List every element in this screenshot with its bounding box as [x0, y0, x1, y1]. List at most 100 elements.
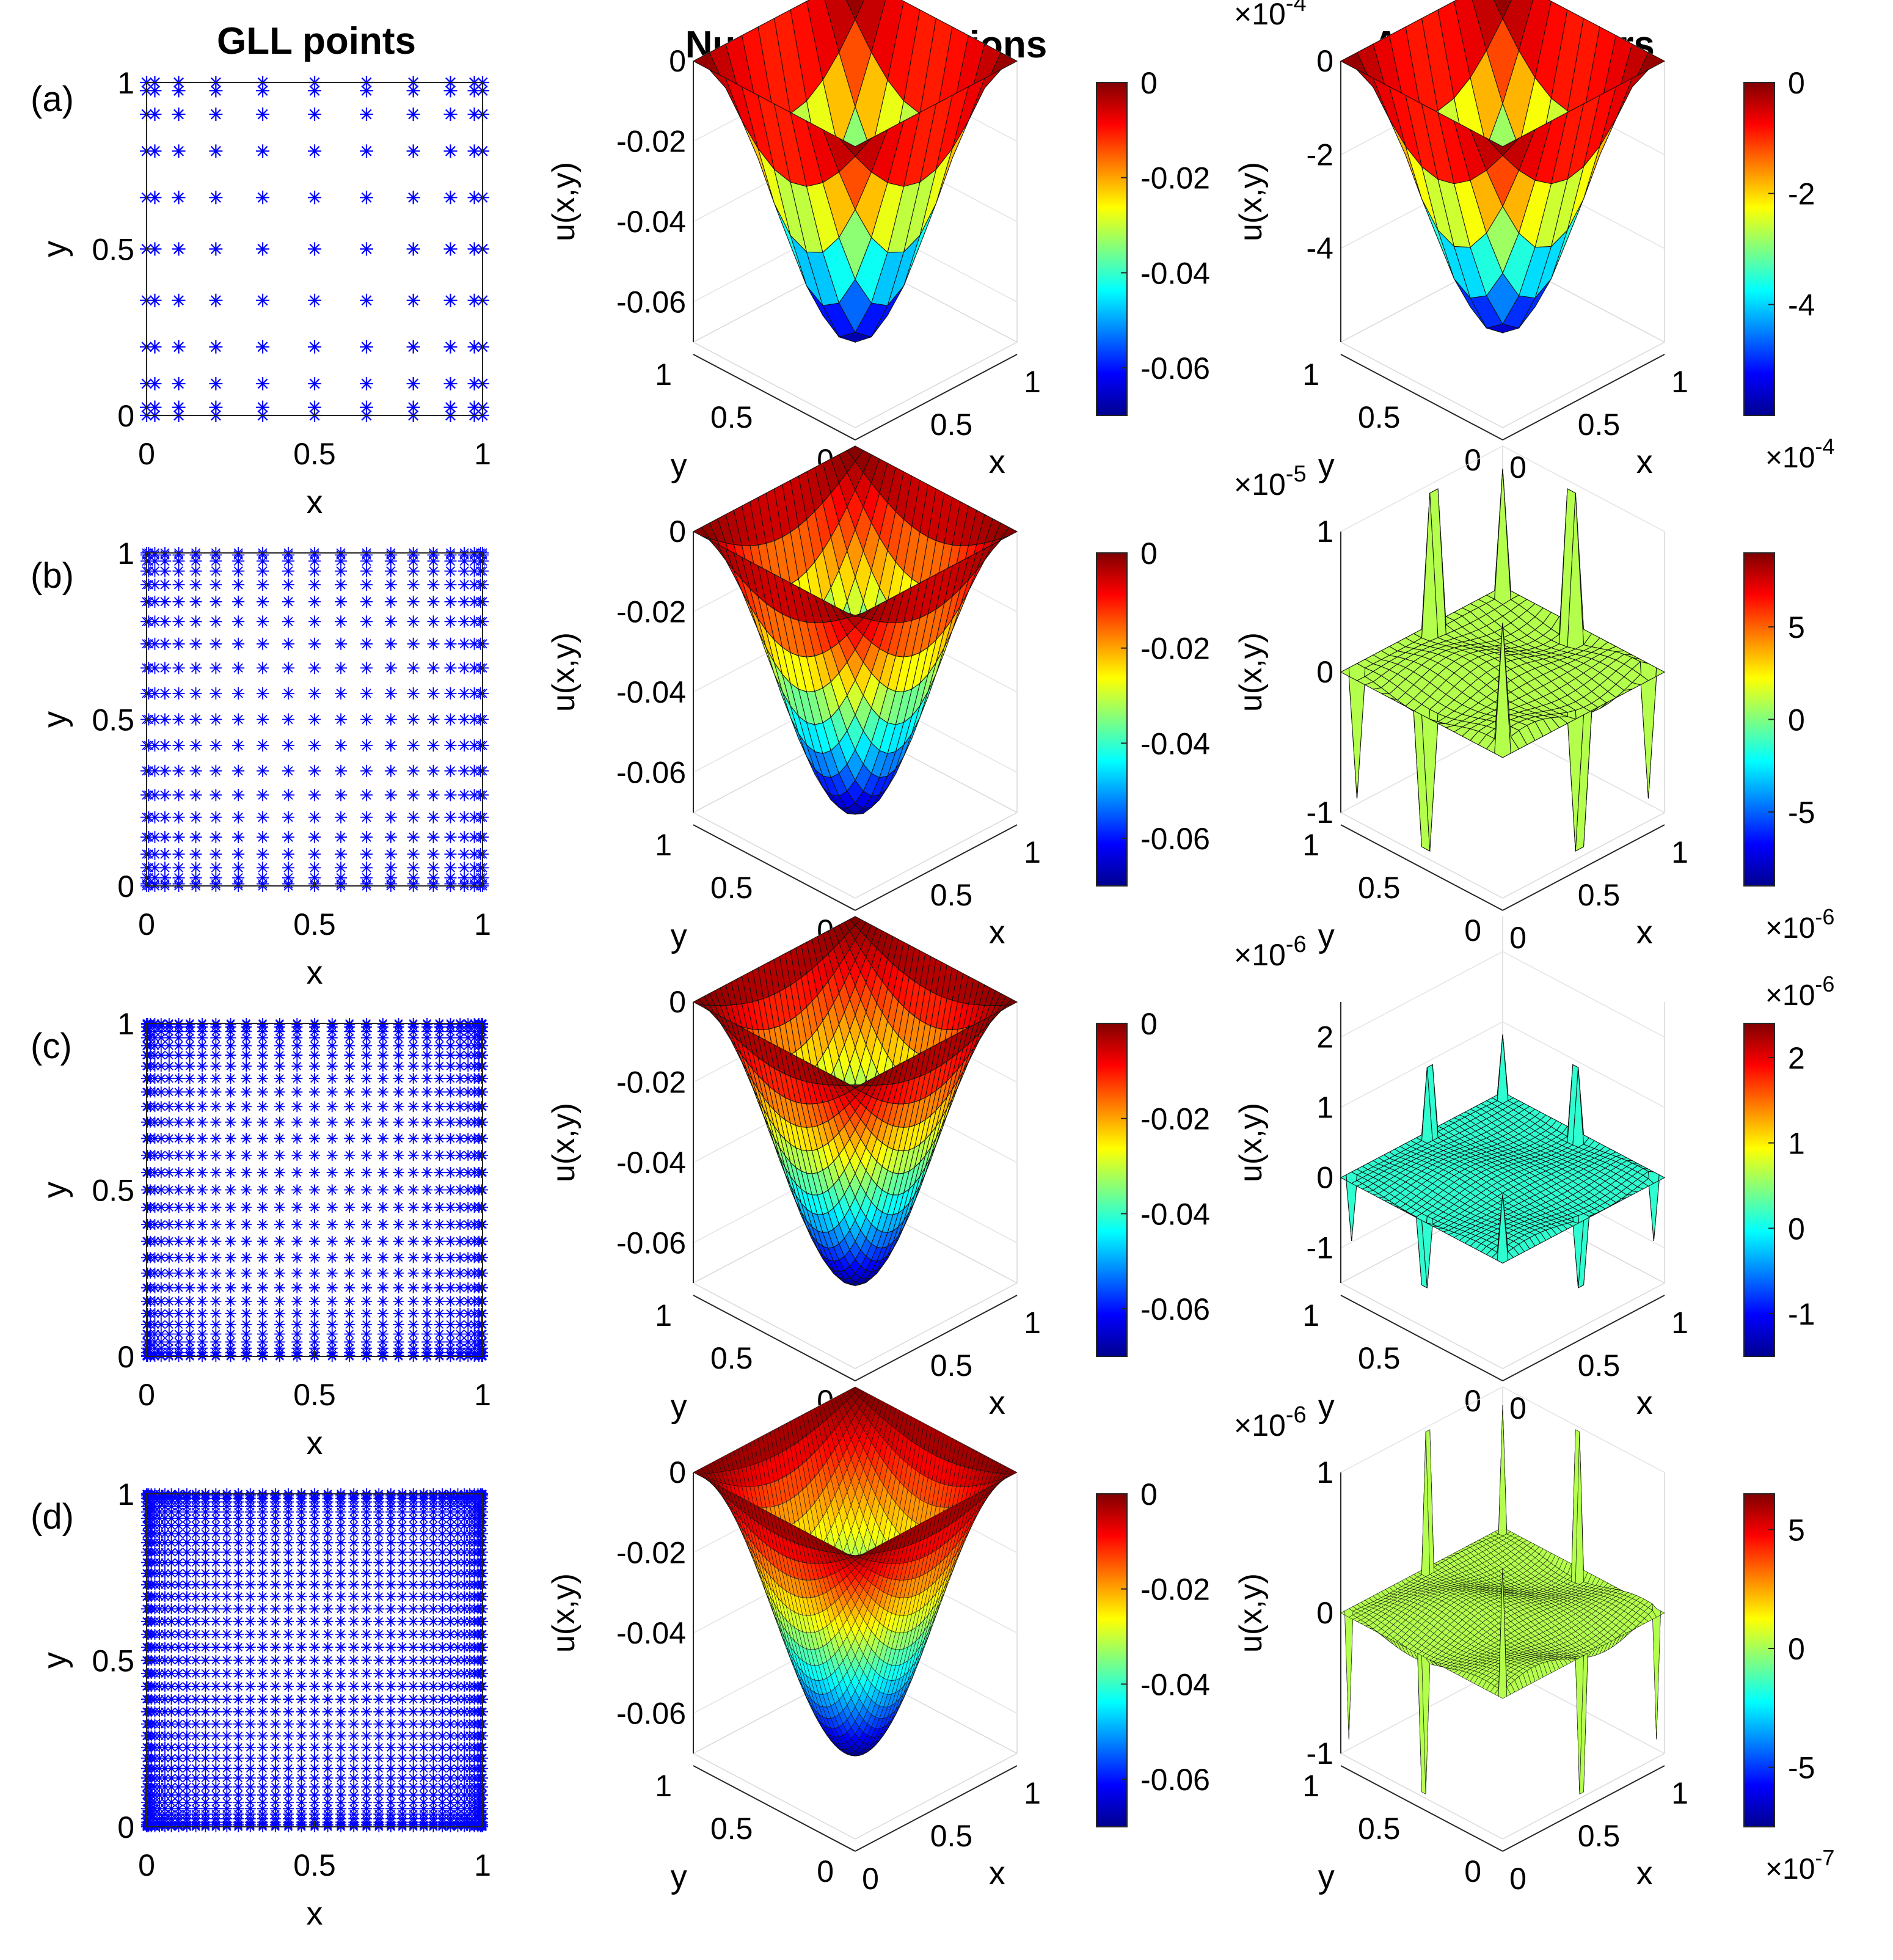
z-tick-label: 1	[1316, 514, 1333, 549]
z-tick-label: -0.02	[616, 1535, 686, 1570]
z-tick-label: 0	[669, 44, 686, 78]
colorbar-exponent-value: -4	[1815, 434, 1834, 459]
y-axis-label: y	[37, 1652, 73, 1669]
colorbar-tick-label: 0	[1788, 703, 1805, 737]
z-tick-label: 2	[1316, 1020, 1333, 1055]
z-axis-label: u(x,y)	[546, 632, 582, 712]
colorbar-tick-label: -0.02	[1140, 161, 1210, 196]
x-tick-label: 1	[1671, 365, 1688, 399]
x-tick-label: 0.5	[930, 1819, 973, 1853]
gll-point-markers	[141, 1488, 488, 1832]
x-tick-label: 1	[1671, 1306, 1688, 1340]
z-tick-label: -4	[1307, 232, 1333, 266]
surface-panel-a-solution: 00.5100.51xy0-0.02-0.04-0.06u(x,y)0-0.02…	[546, 0, 1210, 485]
y-axis-label: y	[1318, 918, 1335, 954]
y-tick-label: 1	[655, 1298, 672, 1333]
box-gridline	[855, 812, 1018, 899]
colorbar-tick-label: 2	[1788, 1041, 1805, 1075]
box-gridline	[693, 342, 856, 428]
surface-facet	[847, 612, 864, 618]
colorbar-tick-label: -0.02	[1140, 1102, 1210, 1136]
y-tick-label: 0.5	[92, 1644, 134, 1678]
colorbar-exponent-value: -6	[1815, 904, 1834, 929]
z-exponent-value: -4	[1286, 0, 1307, 16]
y-tick-label: 1	[655, 357, 672, 392]
colorbar-tick-label: -0.04	[1140, 726, 1210, 761]
x-tick-label: 1	[474, 1378, 491, 1412]
y-tick-label: 0.5	[92, 233, 134, 267]
colorbar-tick-label: -0.06	[1140, 1292, 1210, 1326]
x-tick-label: 0.5	[293, 1378, 336, 1412]
x-tick-label: 0	[1509, 921, 1526, 955]
colorbar-tick-label: 0	[1140, 536, 1158, 571]
box-gridline	[693, 812, 856, 899]
y-axis-label: y	[671, 918, 687, 954]
colorbar-exponent-value: -6	[1815, 971, 1834, 996]
y-tick-label: 0.5	[710, 1812, 753, 1846]
x-tick-label: 0	[138, 1378, 155, 1412]
y-tick-label: 0	[1464, 1384, 1481, 1418]
y-axis-label: y	[1318, 447, 1335, 484]
colorbar-tick-label: -0.04	[1140, 1197, 1210, 1231]
y-tick-label: 0.5	[1358, 400, 1401, 434]
x-axis-label: x	[989, 1384, 1005, 1421]
x-axis-line	[855, 824, 1018, 911]
colorbar-tick-label: -0.04	[1140, 1667, 1210, 1702]
z-tick-label: -0.06	[616, 285, 686, 319]
colorbar-tick-label: -0.06	[1140, 822, 1210, 856]
y-axis-label: y	[671, 1388, 687, 1425]
z-tick-label: -0.02	[616, 124, 686, 158]
x-axis-label: x	[307, 1425, 323, 1461]
z-axis-label: u(x,y)	[546, 1103, 582, 1182]
colorbar	[1096, 552, 1128, 887]
z-tick-label: -0.02	[616, 594, 686, 629]
colorbar-tick-label: 0	[1140, 1477, 1158, 1512]
x-tick-label: 1	[1024, 1776, 1041, 1810]
x-axis-label: x	[1636, 444, 1653, 480]
row-label-a: (a)	[31, 79, 74, 119]
x-tick-label: 1	[1024, 1306, 1041, 1340]
colorbar-tick-label: -5	[1788, 795, 1815, 830]
z-exponent-value: -5	[1286, 461, 1307, 487]
y-tick-label: 0.5	[92, 1174, 134, 1208]
y-tick-label: 1	[655, 828, 672, 862]
x-tick-label: 0	[1509, 450, 1526, 485]
row-label-b: (b)	[31, 556, 74, 596]
y-tick-label: 1	[117, 536, 134, 571]
z-tick-label: 0	[669, 1455, 686, 1490]
surface-panel-b-solution: 00.5100.51xy0-0.02-0.04-0.06u(x,y)0-0.02…	[546, 445, 1210, 955]
x-axis-label: x	[989, 914, 1005, 951]
x-tick-label: 1	[474, 907, 491, 942]
y-tick-label: 1	[655, 1769, 672, 1803]
colorbar	[1743, 1023, 1775, 1357]
row-label-c: (c)	[31, 1026, 72, 1066]
x-tick-label: 0.5	[293, 437, 336, 471]
box-gridline	[855, 342, 1018, 428]
z-tick-label: -0.06	[616, 1226, 686, 1260]
colorbar-tick-label: 5	[1788, 610, 1805, 645]
colorbar-tick-label: -4	[1788, 288, 1815, 322]
x-tick-label: 0.5	[930, 1348, 973, 1383]
colorbar-tick-label: 0	[1140, 66, 1158, 100]
y-tick-label: 0.5	[1358, 871, 1401, 905]
y-tick-label: 0	[117, 1810, 134, 1845]
surface-facet	[845, 0, 865, 21]
z-axis-label: u(x,y)	[546, 162, 582, 241]
z-tick-label: -1	[1307, 1231, 1333, 1265]
box-gridline	[693, 1282, 856, 1369]
x-tick-label: 0.5	[293, 1848, 336, 1882]
colorbar	[1096, 1493, 1128, 1827]
x-tick-label: 0	[862, 1862, 879, 1896]
y-tick-label: 0	[117, 1340, 134, 1374]
box-gridline	[855, 1282, 1018, 1369]
x-axis-line	[855, 354, 1018, 441]
y-tick-label: 0.5	[710, 1341, 753, 1375]
row-label-d: (d)	[31, 1497, 74, 1537]
x-tick-label: 1	[1024, 365, 1041, 399]
y-tick-label: 0.5	[710, 871, 753, 905]
surface-facet	[839, 137, 872, 157]
y-axis-line	[693, 824, 856, 911]
